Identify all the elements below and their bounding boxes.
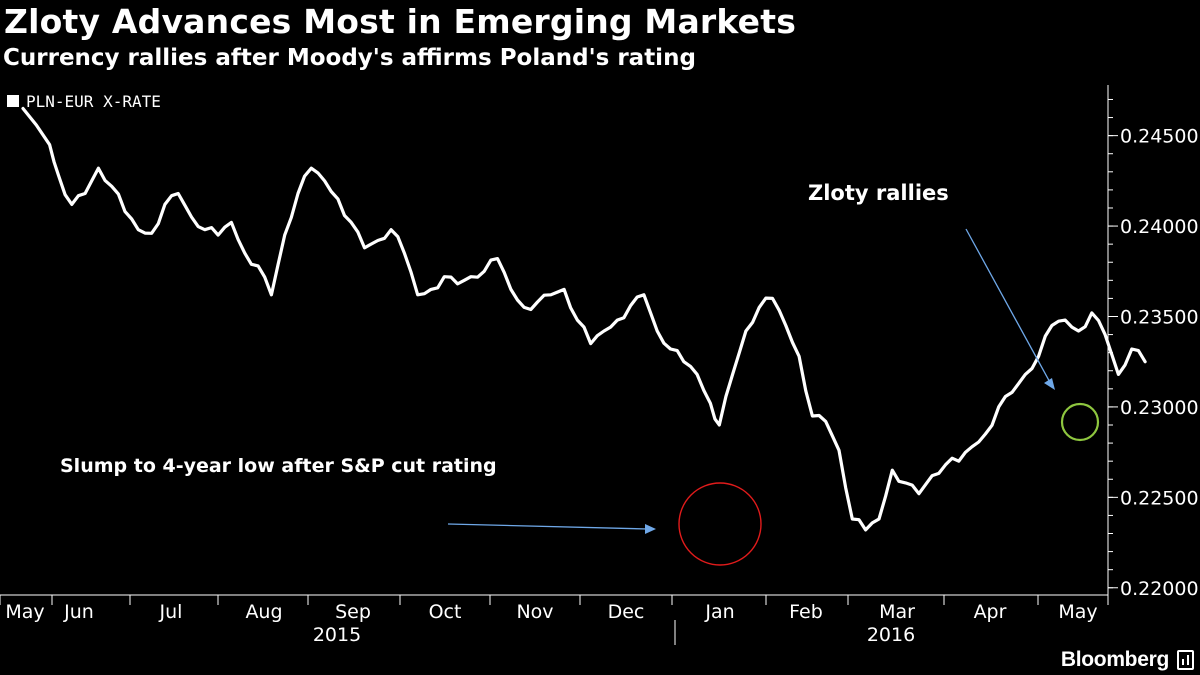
annotation-zloty-rallies: Zloty rallies	[808, 181, 949, 205]
annotations: Zloty rallies Slump to 4-year low after …	[60, 181, 1100, 566]
arrow-slump	[447, 523, 649, 530]
x-month-label: Nov	[516, 601, 553, 623]
x-month-label: Mar	[879, 601, 915, 623]
x-month-label: Feb	[789, 601, 823, 623]
legend-box	[0, 88, 168, 114]
annotation-slump: Slump to 4-year low after S&P cut rating	[60, 455, 497, 477]
y-axis: 0.22000 0.22500 0.23000 0.23500 0.24000 0.245…	[1107, 85, 1199, 600]
x-month-label: Oct	[429, 601, 462, 623]
y-tick-label: 0.23000	[1120, 397, 1199, 419]
arrow-head-slump	[645, 524, 656, 534]
x-month-label: Dec	[608, 601, 645, 623]
x-month-label: Apr	[974, 601, 1007, 623]
y-tick-label: 0.23500	[1120, 306, 1199, 328]
arrow-head-zloty-rallies	[1044, 378, 1055, 390]
bloomberg-chart-icon	[1177, 650, 1194, 670]
y-tick-label: 0.22500	[1120, 487, 1199, 509]
chart-subtitle: Currency rallies after Moody's affirms P…	[3, 45, 696, 71]
circle-recent	[1060, 402, 1100, 442]
x-month-label: Jan	[704, 601, 734, 623]
x-month-label: May	[5, 601, 44, 623]
chart-title: Zloty Advances Most in Emerging Markets	[4, 2, 797, 41]
x-year-label: 2015	[313, 624, 361, 646]
x-month-label: Jun	[63, 601, 94, 623]
circle-low	[678, 482, 762, 566]
x-year-label: 2016	[867, 624, 915, 646]
x-month-label: Sep	[335, 601, 371, 623]
legend: PLN-EUR X-RATE	[0, 88, 168, 114]
bloomberg-logo: Bloomberg	[1060, 648, 1169, 671]
series-layer	[21, 106, 1147, 532]
x-month-label: Aug	[245, 601, 282, 623]
x-month-label: May	[1058, 601, 1097, 623]
x-month-label: Jul	[159, 601, 183, 623]
x-axis: May Jun Jul Aug Sep Oct Nov Dec Jan Feb Mar Apr May 2…	[0, 594, 1109, 646]
series-line-pln-eur	[21, 106, 1147, 532]
y-tick-label: 0.24500	[1120, 126, 1199, 148]
legend-swatch	[7, 95, 19, 107]
arrow-zloty-rallies	[965, 228, 1053, 387]
legend-label: PLN-EUR X-RATE	[26, 92, 161, 111]
y-tick-label: 0.24000	[1120, 216, 1199, 238]
y-tick-label: 0.22000	[1120, 578, 1199, 600]
